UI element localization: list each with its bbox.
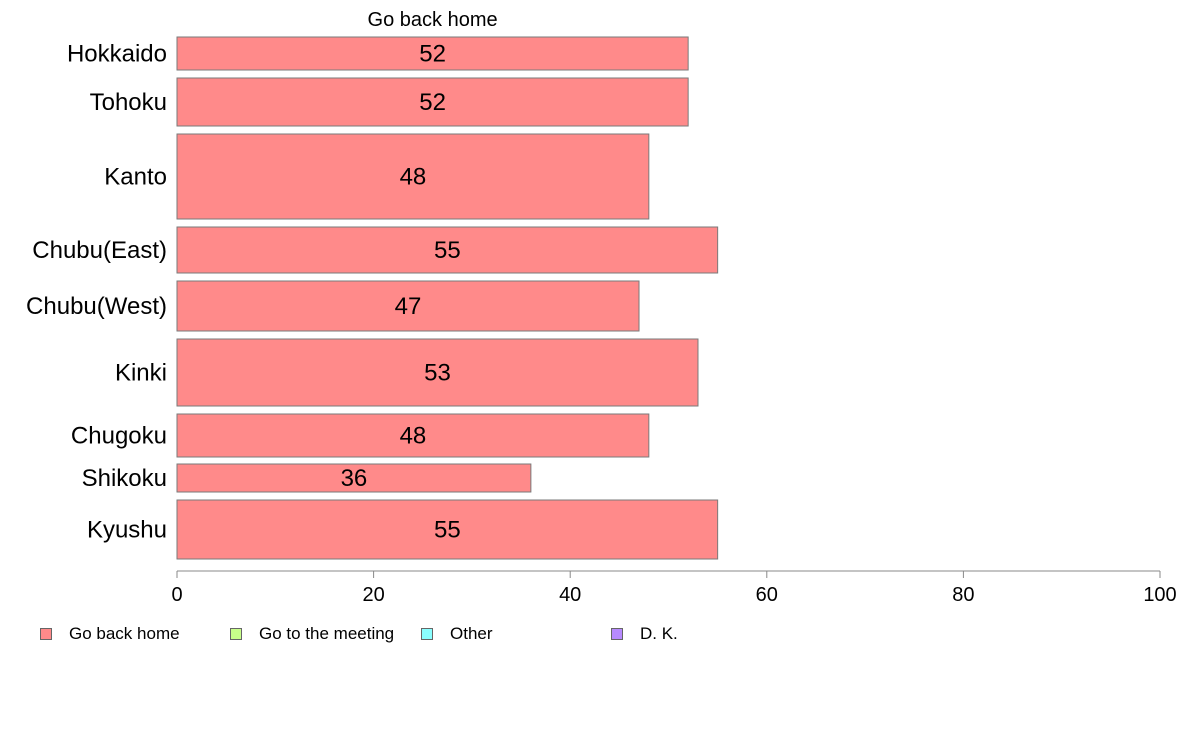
bar xyxy=(176,338,699,407)
legend-label: Go to the meeting xyxy=(259,624,395,643)
bar-value-label: 48 xyxy=(400,164,427,191)
bar-value-label: 55 xyxy=(434,517,461,544)
legend-item: Other xyxy=(421,622,493,646)
category-label: Chugoku xyxy=(71,423,167,450)
bar xyxy=(176,499,719,560)
bar xyxy=(176,77,689,127)
x-tick-label: 20 xyxy=(362,584,384,606)
x-tick-label: 80 xyxy=(952,584,974,606)
category-label: Shikoku xyxy=(82,465,167,492)
legend-swatch xyxy=(421,628,433,640)
legend-item: Go to the meeting xyxy=(230,622,394,646)
category-labels: Hokkaido Tohoku Kanto Chubu(East) Chubu(West… xyxy=(26,41,167,544)
bar xyxy=(176,226,719,274)
bar-value-label: 52 xyxy=(419,89,446,116)
bar-value-label: 55 xyxy=(434,237,461,264)
legend-item: D. K. xyxy=(611,622,678,646)
category-label: Kanto xyxy=(104,164,167,191)
bars-group: 52 52 48 55 47 53 48 36 55 xyxy=(176,36,719,560)
bar-value-label: 36 xyxy=(341,465,368,492)
x-tick-label: 100 xyxy=(1143,584,1176,606)
x-axis: 0 20 40 60 80 100 xyxy=(171,570,1177,606)
bar xyxy=(176,36,689,71)
bar xyxy=(176,280,640,332)
bar xyxy=(176,413,650,458)
legend-swatch xyxy=(230,628,242,640)
category-label: Chubu(West) xyxy=(26,293,167,320)
category-label: Kyushu xyxy=(87,517,167,544)
category-label: Hokkaido xyxy=(67,41,167,68)
x-tick-label: 60 xyxy=(756,584,778,606)
bar-value-label: 52 xyxy=(419,41,446,68)
legend-swatch xyxy=(40,628,52,640)
bar-series-title: Go back home xyxy=(368,9,498,31)
bar xyxy=(176,133,650,220)
legend: Go back home Go to the meeting Other D. K. xyxy=(0,622,1188,646)
category-label: Kinki xyxy=(115,360,167,387)
legend-item: Go back home xyxy=(40,622,180,646)
bar-value-label: 53 xyxy=(424,360,451,387)
x-tick-label: 0 xyxy=(171,584,182,606)
legend-label: Go back home xyxy=(69,624,180,643)
bar xyxy=(176,463,532,493)
category-label: Tohoku xyxy=(90,89,167,116)
x-tick-label: 40 xyxy=(559,584,581,606)
bar-value-label: 48 xyxy=(400,423,427,450)
legend-swatch xyxy=(611,628,623,640)
legend-label: Other xyxy=(450,624,493,643)
category-label: Chubu(East) xyxy=(32,237,167,264)
bar-value-label: 47 xyxy=(395,293,422,320)
legend-label: D. K. xyxy=(640,624,678,643)
